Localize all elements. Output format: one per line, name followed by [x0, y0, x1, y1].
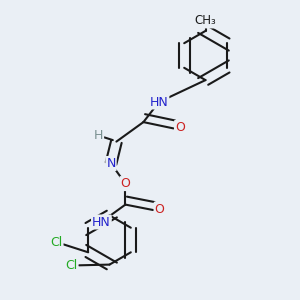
- Text: Cl: Cl: [50, 236, 62, 249]
- Text: O: O: [155, 202, 164, 216]
- Text: CH₃: CH₃: [195, 14, 216, 28]
- Text: H: H: [94, 129, 103, 142]
- Text: HN: HN: [92, 215, 111, 229]
- Text: N: N: [106, 157, 116, 170]
- Text: Cl: Cl: [65, 259, 77, 272]
- Text: O: O: [121, 177, 130, 190]
- Text: O: O: [175, 121, 185, 134]
- Text: HN: HN: [150, 95, 168, 109]
